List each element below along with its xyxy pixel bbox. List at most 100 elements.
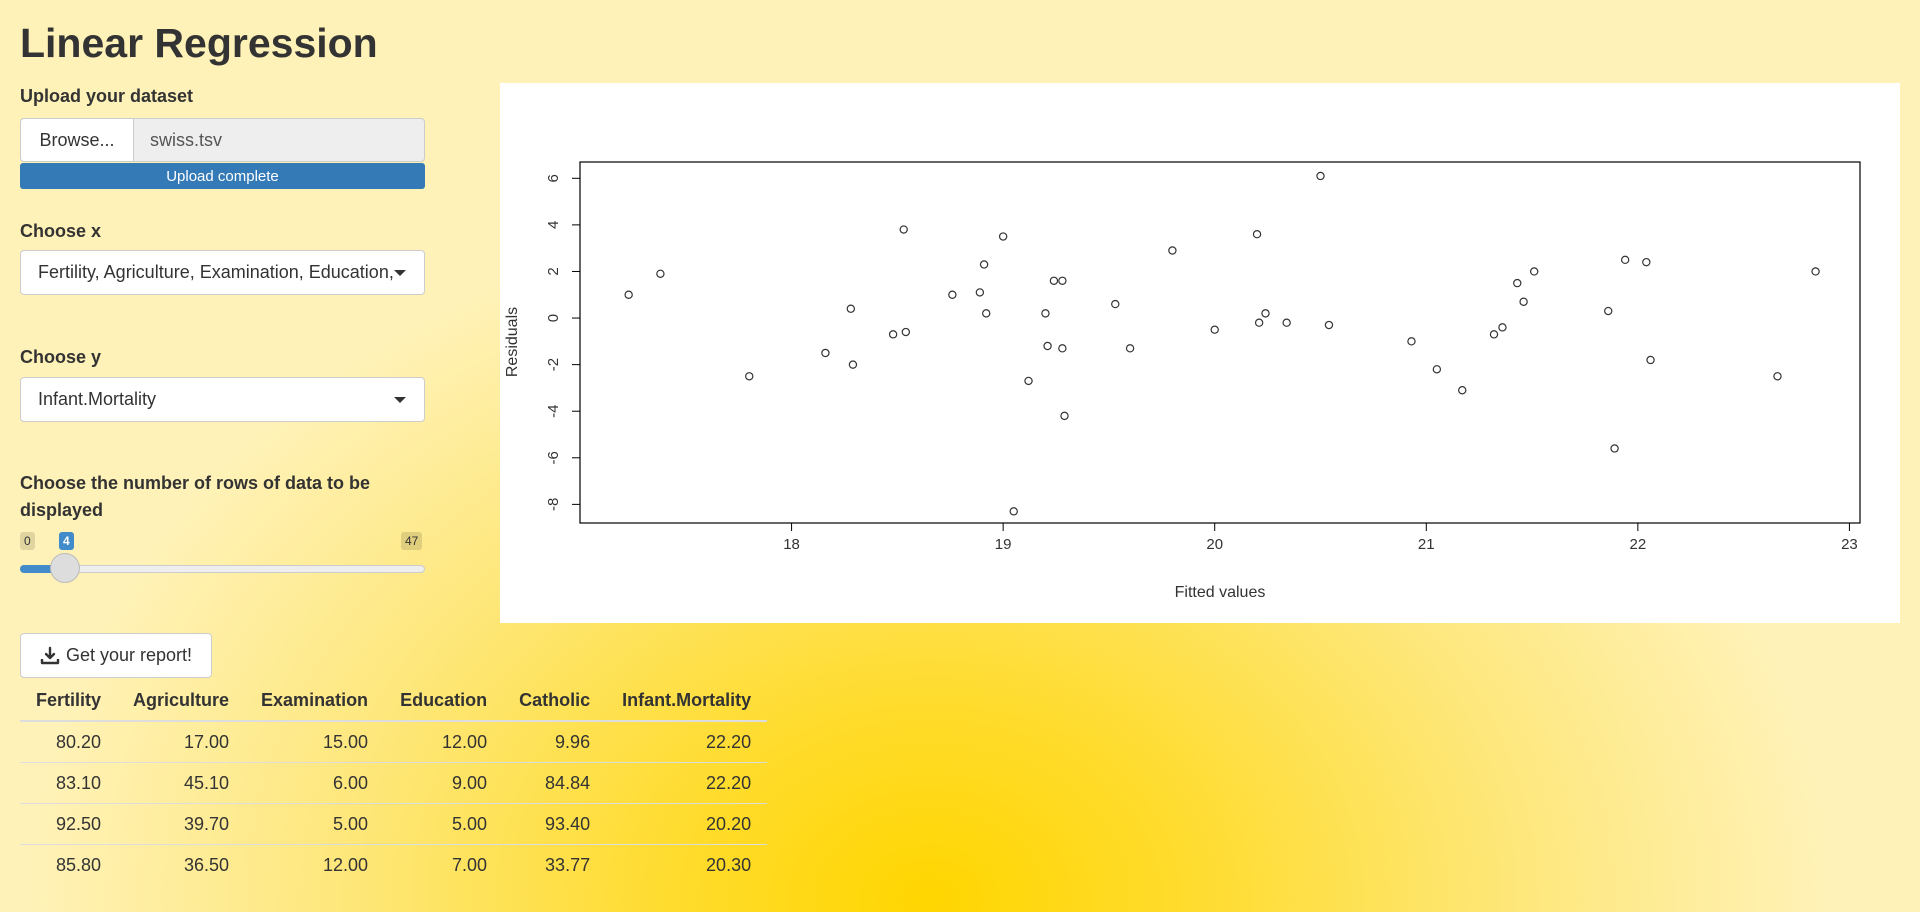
table-cell: 80.20 [55,731,102,752]
table-cell: 83.10 [20,762,118,804]
table-cell: 45.10 [117,762,246,804]
x-tick-label: 23 [1841,536,1858,553]
data-point [1049,276,1059,285]
table-row: 80.20 17.00 15.00 12.00 9.96 22.20 [20,721,767,763]
data-point [1316,171,1325,181]
get-report-button[interactable]: Get your report! [20,633,212,678]
data-point [998,232,1008,241]
table-cell: 93.40 [503,803,607,845]
x-axis-ticks: 18 19 20 21 22 23 [783,523,1858,553]
data-point [1620,255,1630,265]
y-axis-ticks: 6 4 2 0 -2 -4 -6 -8 [545,174,580,511]
table-cell: 85.80 [20,844,118,885]
table-cell: 5.00 [384,803,504,845]
x-tick-label: 21 [1418,536,1435,553]
data-point [1513,278,1522,288]
residual-plot: 18 19 20 21 22 23 6 4 2 0 -2 -4 -6 -8 Fitted values … [500,83,1900,623]
table-cell: 36.50 [117,844,246,885]
x-tick-label: 18 [783,536,800,553]
table-cell: 17.00 [183,731,230,752]
table-header-row: Fertility Agriculture Examination Educat… [20,680,768,722]
data-point [1604,306,1613,316]
choose-y-select[interactable]: Infant.Mortality [20,377,425,422]
data-point [1168,246,1177,255]
y-tick-label: 4 [545,221,562,229]
data-point [1489,330,1499,339]
data-point [745,372,754,381]
data-point [901,327,911,337]
data-point [982,309,991,318]
table-row: 83.10 45.10 6.00 9.00 84.84 22.20 [20,762,768,804]
caret-down-icon [394,270,406,276]
column-header: Education [384,680,504,722]
y-tick-label: 6 [545,174,562,182]
browse-button[interactable]: Browse... [20,118,133,162]
table-cell: 15.00 [323,731,369,752]
data-point [948,290,957,299]
table-cell: 33.77 [503,844,607,885]
data-point [1646,355,1655,365]
data-point [1458,386,1467,395]
table-cell: 84.84 [503,762,607,804]
data-table: Fertility Agriculture Examination Educat… [20,680,768,885]
data-point [1058,276,1067,285]
download-icon [40,646,60,664]
data-point [1125,344,1135,353]
file-name-field: swiss.tsv [133,118,425,162]
x-tick-label: 19 [995,536,1012,553]
y-tick-label: -6 [545,451,562,464]
data-point [656,269,665,278]
slider-max-label: 47 [401,532,423,550]
column-header: Catholic [503,680,607,722]
data-point [1009,507,1018,516]
x-tick-label: 22 [1630,536,1647,553]
data-point [1498,323,1507,332]
choose-x-select[interactable]: Fertility, Agriculture, Examination, Edu… [20,250,425,295]
caret-down-icon [394,397,406,403]
data-point [1111,299,1120,309]
data-point [848,360,858,369]
data-point [1529,267,1539,276]
data-point [1261,309,1270,318]
data-point [1519,297,1528,306]
y-tick-label: -4 [545,405,562,418]
table-cell: 20.20 [606,803,768,845]
data-point [1041,309,1050,318]
table-cell: 6.00 [245,762,385,804]
y-tick-label: -8 [545,498,562,511]
column-header: Examination [245,680,385,722]
table-cell: 39.70 [117,803,246,845]
y-tick-label: -2 [545,358,562,371]
column-header: Infant.Mortality [606,680,768,722]
data-point [1058,344,1067,353]
table-cell: 12.00 [442,731,488,752]
choose-x-value: Fertility, Agriculture, Examination, Edu… [38,262,393,282]
data-point [1060,411,1069,421]
slider-track[interactable] [20,565,425,573]
data-point [846,304,856,313]
table-cell: 20.30 [606,844,768,885]
data-point [1282,318,1291,327]
slider-fill [20,565,67,573]
file-input[interactable]: Browse... swiss.tsv [20,118,425,162]
upload-status: Upload complete [166,167,279,185]
table-cell: 22.20 [606,762,768,804]
data-point [975,288,985,297]
y-tick-label: 2 [545,267,562,275]
table-cell: 92.50 [20,803,118,845]
table-cell: 7.00 [384,844,504,885]
plot-frame [579,161,1861,524]
column-header: Fertility [20,680,118,722]
data-point [821,348,830,358]
data-point [1324,320,1334,330]
data-point [1773,372,1782,381]
choose-y-label: Choose y [20,347,102,367]
slider-min-label: 0 [20,532,35,550]
upload-progress-bar: Upload complete [20,163,425,189]
data-point [1407,337,1416,346]
upload-label: Upload your dataset [20,86,194,106]
data-point [1610,444,1619,453]
x-axis-label: Fitted values [1175,584,1266,601]
slider-handle[interactable] [50,553,80,583]
